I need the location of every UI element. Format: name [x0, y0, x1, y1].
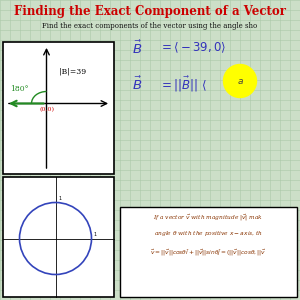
Text: |B|=39: |B|=39	[58, 68, 85, 76]
Text: 180°: 180°	[11, 85, 29, 94]
Text: $\vec{B}$: $\vec{B}$	[132, 39, 142, 57]
Text: $a$: $a$	[236, 76, 244, 85]
Text: angle $\theta$ with the positive $x-axis$, th: angle $\theta$ with the positive $x-axis…	[154, 230, 263, 238]
Circle shape	[224, 64, 256, 98]
Text: Finding the Exact Component of a Vector: Finding the Exact Component of a Vector	[14, 4, 286, 17]
Bar	[120, 207, 297, 297]
Text: $\vec{B}$: $\vec{B}$	[132, 75, 142, 93]
Text: $\vec{v} = ||\vec{v}||cos\theta\hat{i} + ||\vec{v}||sin\theta\hat{j} = (||\vec{v: $\vec{v} = ||\vec{v}||cos\theta\hat{i} +…	[150, 248, 267, 258]
Text: Find the exact components of the vector using the angle sho: Find the exact components of the vector …	[42, 22, 258, 31]
Bar	[3, 177, 114, 297]
Text: 1: 1	[58, 196, 61, 200]
Bar	[3, 42, 114, 174]
Text: If a vector $\vec{v}$ with magnitude $|\vec{v}|$ mak: If a vector $\vec{v}$ with magnitude $|\…	[154, 213, 263, 223]
Text: 1: 1	[93, 232, 96, 236]
Text: $= ||\vec{B}||\ \langle$: $= ||\vec{B}||\ \langle$	[159, 74, 207, 94]
Text: $= \langle -39, 0 \rangle$: $= \langle -39, 0 \rangle$	[159, 41, 226, 55]
Text: (0,0): (0,0)	[39, 107, 54, 112]
